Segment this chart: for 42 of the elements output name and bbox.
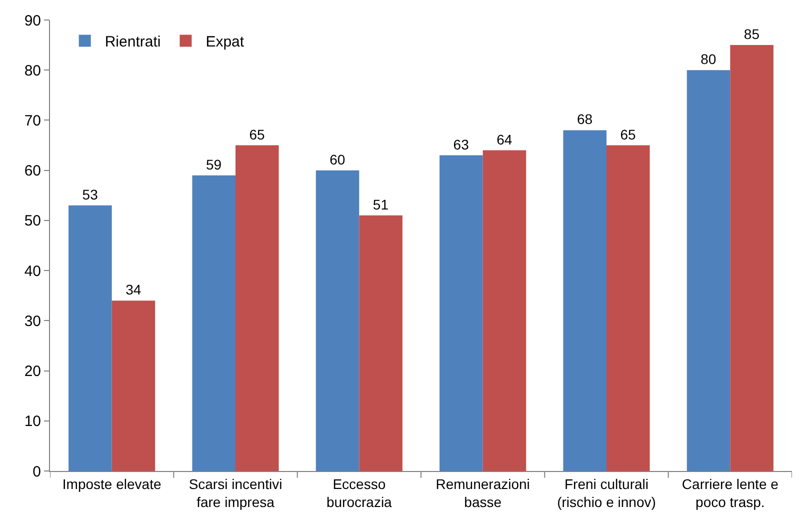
bar	[359, 215, 402, 471]
x-tick-label: Scarsi incentivi fare impresa	[188, 476, 282, 510]
bar	[440, 155, 483, 471]
bar	[563, 130, 606, 471]
y-tick-label: 30	[24, 312, 41, 330]
x-tick-label: Remunerazioni basse	[436, 476, 530, 510]
data-label: 51	[372, 196, 389, 212]
y-tick-label: 40	[24, 262, 41, 280]
x-tick-label: Eccesso burocrazia	[326, 476, 392, 510]
x-tick-label: Freni culturali (rischio e innov)	[557, 476, 656, 510]
bar	[68, 205, 112, 471]
data-label: 64	[496, 131, 512, 148]
bar	[316, 170, 360, 471]
data-label: 59	[206, 156, 222, 172]
bar	[730, 45, 774, 471]
bar	[482, 150, 526, 471]
bar	[112, 300, 156, 471]
x-tick-label: Imposte elevate	[62, 476, 162, 492]
y-tick-label: 50	[24, 212, 41, 230]
data-label: 53	[82, 186, 98, 202]
y-tick-label: 60	[24, 162, 41, 180]
bar	[192, 175, 236, 471]
y-tick-label: 10	[24, 413, 41, 430]
bar	[606, 145, 650, 471]
x-tick-label: Carriere lente e poco trasp.	[682, 476, 779, 510]
y-tick-label: 0	[32, 463, 41, 480]
data-label: 80	[700, 51, 716, 68]
bar	[686, 70, 730, 471]
y-tick-label: 20	[24, 363, 41, 380]
y-tick-label: 90	[24, 12, 41, 30]
data-label: 65	[249, 126, 266, 142]
y-tick-label: 80	[24, 62, 41, 80]
legend-label: Rientrati	[104, 34, 161, 51]
y-tick-label: 70	[24, 112, 41, 130]
legend-label: Expat	[206, 34, 245, 51]
data-label: 34	[126, 282, 142, 298]
data-label: 60	[330, 151, 346, 168]
data-label: 65	[620, 126, 636, 142]
data-label: 85	[744, 26, 760, 42]
data-label: 63	[453, 136, 470, 152]
data-label: 68	[576, 111, 593, 128]
bar	[236, 145, 279, 471]
